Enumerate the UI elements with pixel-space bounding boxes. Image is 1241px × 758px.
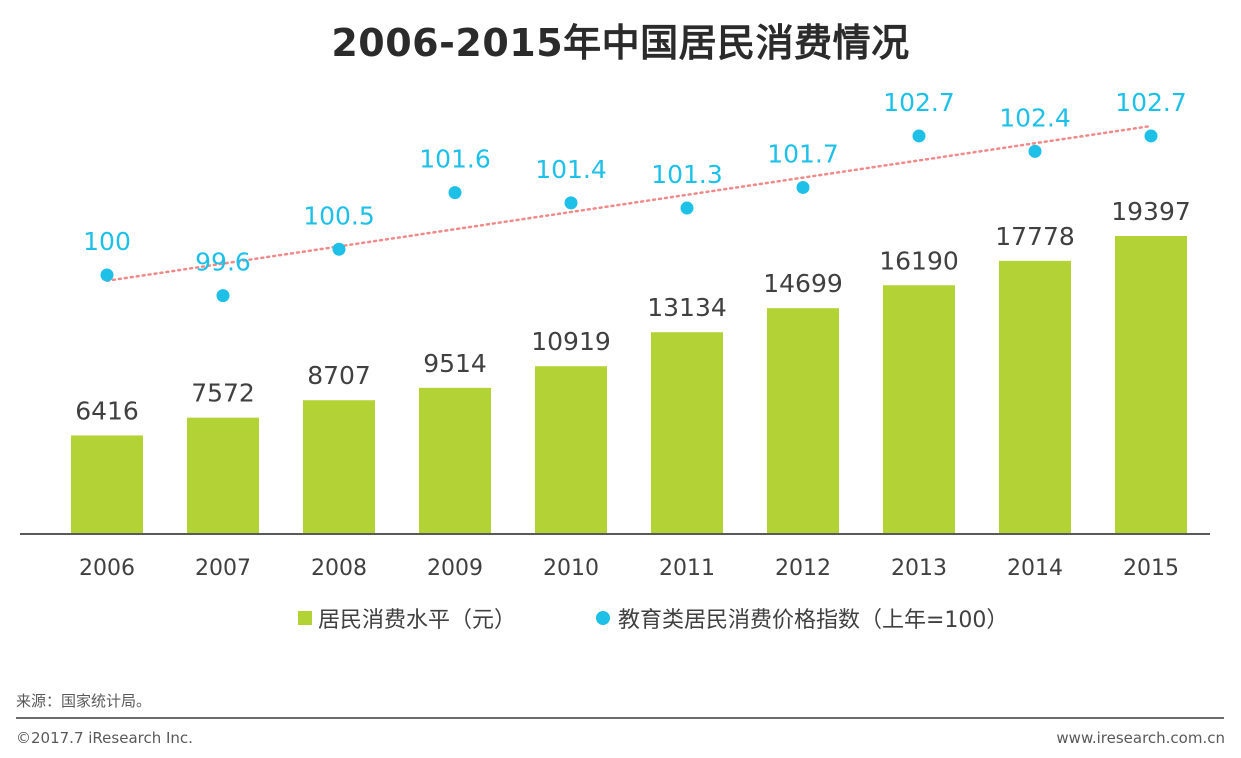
- bar-value-label: 6416: [75, 396, 139, 425]
- index-value-label: 100.5: [303, 201, 375, 230]
- index-value-label: 101.4: [535, 155, 607, 184]
- bar: [767, 308, 839, 534]
- website-link[interactable]: www.iresearch.com.cn: [1056, 729, 1225, 747]
- x-tick-label: 2013: [891, 556, 947, 581]
- bar-value-label: 13134: [647, 293, 727, 322]
- index-value-label: 100: [83, 227, 131, 256]
- bar: [303, 400, 375, 534]
- chart-title: 2006-2015年中国居民消费情况: [331, 21, 910, 65]
- bar-value-label: 9514: [423, 349, 487, 378]
- trendline: [105, 124, 1153, 283]
- x-tick-label: 2008: [311, 556, 367, 581]
- index-value-label: 102.4: [999, 103, 1071, 132]
- x-tick-label: 2015: [1123, 556, 1179, 581]
- legend-bar-label: 居民消费水平（元）: [318, 608, 517, 633]
- bar-value-label: 10919: [531, 327, 611, 356]
- index-point: [912, 129, 926, 143]
- bar: [535, 366, 607, 534]
- index-point: [1028, 144, 1042, 158]
- bar-value-label: 17778: [995, 222, 1075, 251]
- bar: [999, 260, 1071, 534]
- index-point: [448, 186, 462, 200]
- x-tick-label: 2006: [79, 556, 135, 581]
- chart-area: 6416 100 7572 99.6 8707 100.5 9514 101.6 10919 10…: [20, 88, 1210, 581]
- x-tick-labels: 2006 2007 2008 2009 2010 2011 2012 2013 2014 2015: [79, 556, 1179, 581]
- legend-bar-swatch: [298, 611, 312, 625]
- index-value-label: 102.7: [1115, 88, 1187, 117]
- index-point: [332, 242, 346, 256]
- index-point: [1144, 129, 1158, 143]
- index-value-label: 102.7: [883, 88, 955, 117]
- x-tick-label: 2012: [775, 556, 831, 581]
- index-point: [680, 201, 694, 215]
- legend-dot-swatch: [596, 611, 610, 625]
- bar-value-label: 16190: [879, 246, 959, 275]
- legend-item-dot: 教育类居民消费价格指数（上年=100）: [596, 602, 1008, 634]
- bar: [1115, 236, 1187, 534]
- index-value-label: 101.7: [767, 139, 839, 168]
- x-tick-label: 2014: [1007, 556, 1063, 581]
- bar: [651, 332, 723, 534]
- x-tick-label: 2007: [195, 556, 251, 581]
- copyright-text: ©2017.7 iResearch Inc.: [16, 729, 193, 747]
- x-tick-label: 2009: [427, 556, 483, 581]
- bar: [419, 387, 491, 534]
- index-point: [100, 268, 114, 282]
- bar: [187, 417, 259, 534]
- bars-layer: [71, 236, 1187, 534]
- labels-layer: 6416 100 7572 99.6 8707 100.5 9514 101.6 10919 10…: [75, 88, 1191, 425]
- bar-value-label: 14699: [763, 269, 843, 298]
- x-tick-label: 2010: [543, 556, 599, 581]
- index-point: [796, 180, 810, 194]
- bar-value-label: 7572: [191, 379, 255, 408]
- legend-item-bar: 居民消费水平（元）: [298, 602, 516, 634]
- legend: 居民消费水平（元） 教育类居民消费价格指数（上年=100）: [0, 602, 1241, 634]
- bar-value-label: 19397: [1111, 197, 1191, 226]
- index-value-label: 99.6: [195, 248, 251, 277]
- bar: [71, 435, 143, 534]
- trendline-layer: [105, 124, 1153, 283]
- bar-value-label: 8707: [307, 361, 371, 390]
- index-point: [216, 289, 230, 303]
- index-value-label: 101.6: [419, 145, 491, 174]
- dots-layer: [100, 129, 1158, 303]
- x-tick-label: 2011: [659, 556, 715, 581]
- source-note: 来源：国家统计局。: [16, 692, 152, 710]
- index-point: [564, 196, 578, 210]
- legend-dot-label: 教育类居民消费价格指数（上年=100）: [618, 608, 1009, 633]
- footer-divider: [16, 717, 1224, 719]
- bar: [883, 285, 955, 534]
- index-value-label: 101.3: [651, 160, 723, 189]
